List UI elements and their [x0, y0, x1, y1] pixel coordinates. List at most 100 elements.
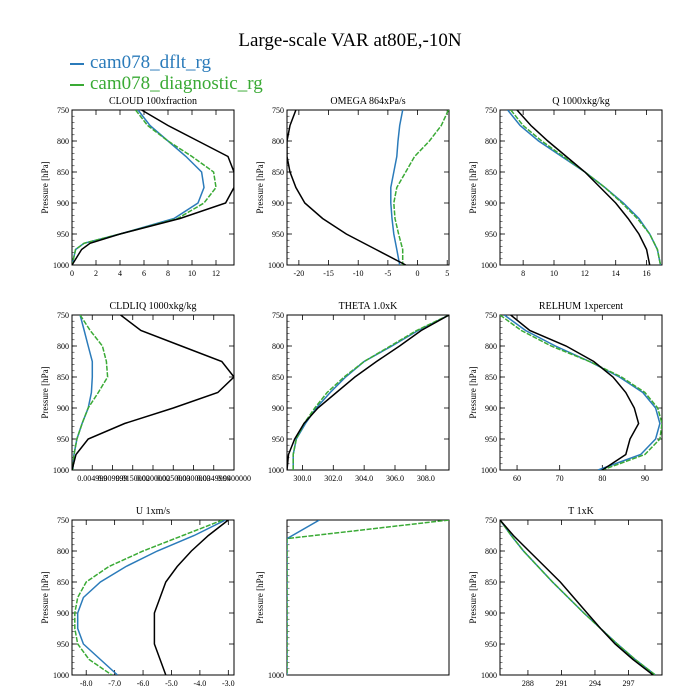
y-axis-label: Pressure [hPa] [40, 161, 50, 213]
plot-frame [499, 109, 663, 266]
plot-frame [286, 519, 450, 676]
y-tick-label: 750 [485, 311, 497, 320]
y-axis-label: Pressure [hPa] [468, 366, 478, 418]
y-tick-label: 800 [57, 137, 69, 146]
panel-title: Q 1000xkg/kg [552, 96, 610, 107]
series-line-reference [287, 315, 449, 470]
x-tick-label: 8 [521, 269, 525, 278]
x-tick-label: 0.0300000 [177, 474, 211, 483]
series-line-dflt [292, 315, 449, 470]
x-tick-label: 297 [622, 679, 634, 688]
y-tick-label: 1000 [268, 671, 284, 680]
y-tick-label: 1000 [481, 671, 497, 680]
x-tick-label: 8 [166, 269, 170, 278]
series-line-diagnostic [72, 315, 109, 470]
y-tick-label: 950 [272, 435, 284, 444]
x-tick-label: 0 [416, 269, 420, 278]
y-tick-label: 1000 [53, 466, 69, 475]
y-tick-label: 750 [272, 106, 284, 115]
series-line-diagnostic [500, 315, 662, 470]
panel-7: Pressure [hPa] 1000 [255, 519, 450, 680]
x-tick-label: 294 [589, 679, 601, 688]
series-line-reference [287, 110, 407, 265]
series-line-reference [72, 110, 234, 265]
y-axis-label: Pressure [hPa] [255, 571, 265, 623]
y-axis-label: Pressure [hPa] [255, 161, 265, 213]
x-tick-label: 90 [641, 474, 649, 483]
x-tick-label: 304.0 [355, 474, 373, 483]
x-tick-label: -5 [385, 269, 392, 278]
panel-0: CLOUD 100xfraction Pressure [hPa] 750 800 85… [40, 96, 235, 278]
x-tick-label: 80 [598, 474, 606, 483]
y-tick-label: 750 [272, 311, 284, 320]
x-tick-label: -8.0 [80, 679, 93, 688]
panel-8: T 1xK Pressure [hPa] 750 800 850 900 950 1000 28… [468, 506, 663, 688]
series-line-diagnostic [74, 520, 223, 675]
y-tick-label: 850 [485, 168, 497, 177]
panel-3: CLDLIQ 1000xkg/kg Pressure [hPa] 750 800 850… [40, 301, 251, 483]
y-tick-label: 800 [57, 547, 69, 556]
y-tick-label: 900 [57, 199, 69, 208]
x-tick-label: 0 [70, 269, 74, 278]
x-tick-label: -6.0 [137, 679, 150, 688]
panel-title: THETA 1.0xK [339, 301, 398, 312]
legend-label-dflt: cam078_dflt_rg [90, 52, 212, 73]
x-tick-label: 300.0 [293, 474, 311, 483]
panel-4: THETA 1.0xK 750 800 850 900 950 1000 300.0 302.0… [268, 301, 450, 483]
y-tick-label: 900 [485, 609, 497, 618]
y-tick-label: 950 [485, 435, 497, 444]
y-tick-label: 1000 [268, 261, 284, 270]
x-tick-label: 302.0 [324, 474, 342, 483]
series-line-reference [72, 315, 234, 470]
x-tick-label: 10 [188, 269, 196, 278]
legend-item-diagnostic: cam078_diagnostic_rg [70, 73, 263, 95]
y-tick-label: 1000 [268, 466, 284, 475]
series-line-dflt [500, 520, 656, 675]
panel-title: U 1xm/s [136, 506, 170, 517]
y-tick-label: 750 [57, 311, 69, 320]
x-tick-label: 4 [118, 269, 122, 278]
y-tick-label: 800 [272, 342, 284, 351]
series-line-diagnostic [287, 520, 449, 675]
y-tick-label: 850 [485, 373, 497, 382]
series-line-diagnostic [72, 110, 217, 265]
y-tick-label: 750 [485, 516, 497, 525]
x-tick-label: 291 [555, 679, 567, 688]
y-tick-label: 800 [485, 342, 497, 351]
x-tick-label: 12 [581, 269, 589, 278]
plot-frame [286, 314, 450, 471]
x-tick-label: 0.0150000 [116, 474, 150, 483]
y-tick-label: 750 [485, 106, 497, 115]
x-tick-label: 70 [556, 474, 564, 483]
y-tick-label: 1000 [481, 466, 497, 475]
x-tick-label: -3.0 [222, 679, 235, 688]
x-tick-label: 16 [643, 269, 651, 278]
series-line-reference [510, 315, 640, 470]
series-line-reference [500, 520, 654, 675]
legend-label-diagnostic: cam078_diagnostic_rg [90, 73, 263, 94]
y-tick-label: 800 [57, 342, 69, 351]
x-tick-label: -5.0 [165, 679, 178, 688]
series-line-dflt [507, 110, 662, 265]
y-tick-label: 750 [57, 106, 69, 115]
y-tick-label: 850 [272, 168, 284, 177]
y-axis-label: Pressure [hPa] [40, 366, 50, 418]
x-tick-label: 5 [445, 269, 449, 278]
panel-title: CLOUD 100xfraction [109, 96, 197, 107]
x-tick-label: -4.0 [194, 679, 207, 688]
panel-title: T 1xK [568, 506, 594, 517]
x-tick-label: 12 [212, 269, 220, 278]
panel-5: RELHUM 1xpercent Pressure [hPa] 750 800 850 9… [468, 301, 663, 483]
y-axis-label: Pressure [hPa] [40, 571, 50, 623]
series-line-diagnostic [510, 110, 662, 265]
x-tick-label: 2 [94, 269, 98, 278]
y-tick-label: 950 [485, 230, 497, 239]
x-tick-label: -7.0 [108, 679, 121, 688]
x-tick-label: 0.004999 [77, 474, 107, 483]
x-tick-label: 308.0 [417, 474, 435, 483]
y-tick-label: 1000 [53, 261, 69, 270]
panel-2: Q 1000xkg/kg Pressure [hPa] 750 800 850 900 95… [468, 96, 663, 278]
x-tick-label: -15 [323, 269, 334, 278]
x-tick-label: 0.009999 [98, 474, 128, 483]
plot-frame [499, 519, 663, 676]
